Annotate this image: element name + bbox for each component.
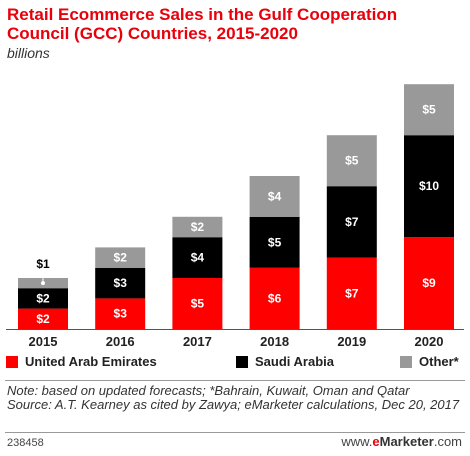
data-label-other-2015: $1 (36, 257, 50, 271)
bar-other-2019 (326, 135, 377, 187)
x-tick-label-2018: 2018 (260, 334, 289, 349)
x-tick-label-2019: 2019 (337, 334, 366, 349)
bar-uae-2020 (404, 237, 454, 329)
note-text: Note: based on updated forecasts; *Bahra… (7, 383, 410, 398)
chart-legend: United Arab Emirates Saudi Arabia Other* (0, 354, 470, 374)
bar-other-2016 (95, 247, 146, 268)
bar-saudi-2015 (18, 288, 68, 309)
chart-id: 238458 (7, 437, 44, 449)
bar-saudi-2018 (249, 216, 300, 268)
data-label-other-2018: $4 (268, 189, 282, 203)
legend-item-saudi: Saudi Arabia (236, 354, 334, 369)
data-label-other-2016: $2 (114, 251, 128, 265)
brand-e: e (372, 434, 380, 449)
brand-name: Marketer (379, 434, 434, 449)
footer-divider-bottom (5, 432, 465, 433)
bar-saudi-2019 (326, 186, 377, 258)
x-tick-label-2015: 2015 (29, 334, 58, 349)
data-label-uae-2015: $2 (36, 312, 50, 326)
legend-swatch-saudi (236, 355, 248, 368)
stacked-bar-chart: $2 $2 $1 2015 $3 $3 $2 2016 $5 $4 $2 2017 $6 $5 $4 2018… (6, 84, 464, 349)
legend-swatch-uae (6, 355, 18, 368)
legend-swatch-other (400, 355, 412, 368)
data-label-saudi-2020: $10 (419, 179, 439, 193)
data-label-saudi-2019: $7 (345, 215, 359, 229)
footer-divider-top (5, 380, 465, 381)
bar-saudi-2020 (404, 135, 454, 238)
bar-uae-2016 (95, 298, 146, 329)
data-label-uae-2016: $3 (114, 307, 128, 321)
bar-saudi-2017 (172, 237, 223, 278)
brand-suffix: .com (433, 434, 462, 449)
data-label-uae-2018: $6 (268, 291, 282, 305)
bar-other-2020 (404, 84, 454, 136)
data-label-uae-2020: $9 (422, 276, 436, 290)
x-tick-label-2016: 2016 (106, 334, 135, 349)
data-label-saudi-2018: $5 (268, 235, 282, 249)
legend-label-saudi: Saudi Arabia (255, 354, 334, 369)
data-label-uae-2017: $5 (191, 297, 205, 311)
brand-link[interactable]: www.eMarketer.com (341, 434, 462, 449)
data-label-uae-2019: $7 (345, 286, 359, 300)
data-label-other-2017: $2 (191, 220, 205, 234)
data-label-other-2019: $5 (345, 154, 359, 168)
bar-saudi-2016 (95, 267, 146, 299)
bar-uae-2015 (18, 308, 68, 329)
legend-label-other: Other* (419, 354, 459, 369)
data-label-other-2020: $5 (422, 103, 436, 117)
legend-item-other: Other* (400, 354, 459, 369)
leader-dot-2015 (41, 281, 45, 286)
bar-other-2017 (172, 216, 223, 238)
brand-prefix: www. (341, 434, 373, 449)
data-label-saudi-2016: $3 (114, 276, 128, 290)
footer-notes: Note: based on updated forecasts; *Bahra… (7, 384, 465, 412)
bar-uae-2019 (326, 257, 377, 329)
bar-uae-2018 (249, 267, 300, 329)
chart-title: Retail Ecommerce Sales in the Gulf Coope… (7, 5, 398, 43)
data-label-saudi-2015: $2 (36, 291, 50, 305)
legend-label-uae: United Arab Emirates (25, 354, 157, 369)
x-tick-label-2020: 2020 (415, 334, 444, 349)
chart-subtitle: billions (7, 45, 50, 61)
x-tick-label-2017: 2017 (183, 334, 212, 349)
legend-item-uae: United Arab Emirates (6, 354, 157, 369)
data-label-saudi-2017: $4 (191, 251, 205, 265)
bar-uae-2017 (172, 278, 223, 329)
bar-other-2018 (249, 176, 300, 217)
source-text: Source: A.T. Kearney as cited by Zawya; … (7, 397, 460, 412)
